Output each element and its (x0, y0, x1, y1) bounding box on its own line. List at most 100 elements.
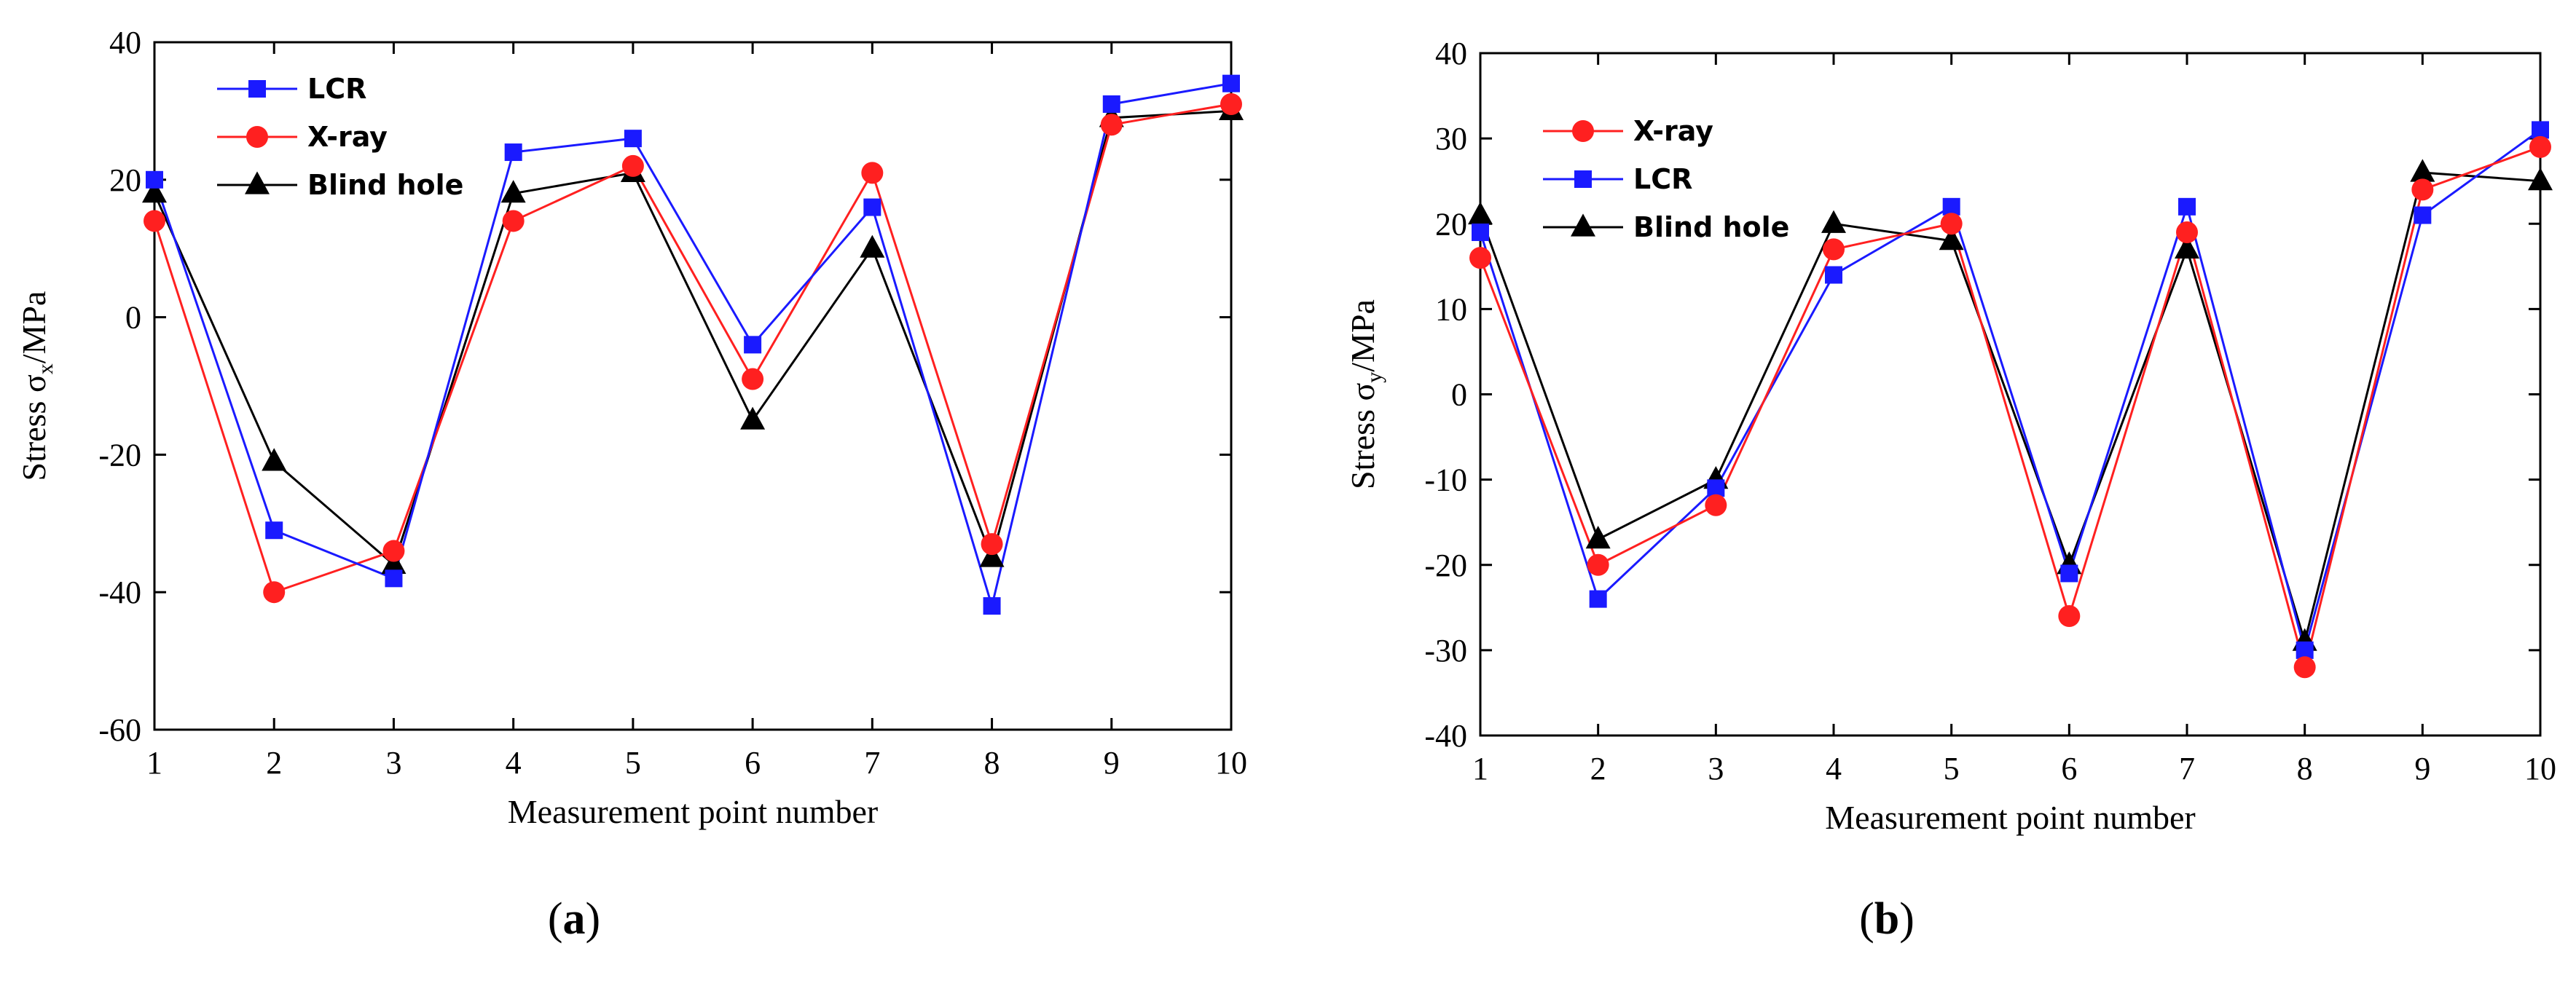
legend-label-blind-hole: Blind hole (1633, 211, 1789, 243)
series-line-lcr (153, 82, 1232, 610)
data-point-blind-hole (500, 180, 526, 203)
x-tick-label: 10 (1215, 745, 1247, 781)
y-tick-label: -30 (1424, 633, 1467, 668)
legend-label-lcr: LCR (1633, 163, 1692, 195)
x-tick-label: 1 (1472, 751, 1488, 786)
series-line-x-ray (1479, 146, 2541, 672)
y-axis-label-subscript: x (34, 363, 58, 374)
data-point-x-ray (502, 210, 525, 232)
y-tick-label: -40 (1424, 718, 1467, 754)
data-point-x-ray (2411, 178, 2434, 201)
panel-label-open: ( (1859, 894, 1874, 944)
data-point-x-ray (382, 540, 405, 562)
legend-label-blind-hole: Blind hole (307, 169, 463, 201)
data-point-lcr (2532, 121, 2549, 139)
data-point-lcr (624, 130, 642, 148)
legend-label-x-ray: X-ray (1633, 115, 1713, 147)
data-point-lcr (504, 143, 522, 162)
x-axis-label: Measurement point number (1825, 799, 2195, 836)
y-tick-label: -20 (98, 437, 141, 473)
data-point-lcr (2414, 206, 2432, 224)
panel-label: (b) (1859, 894, 1915, 944)
chart-panel-a: -60 -40 -20 0 20 40 1 2 3 4 5 6 7 8 9 10 Measurement poi… (15, 25, 1247, 944)
data-point-x-ray (1940, 213, 1963, 235)
y-axis-label-unit: /MPa (1344, 299, 1381, 372)
data-point-blind-hole (860, 234, 885, 258)
y-axis-label-unit: /MPa (15, 291, 52, 364)
x-tick-label: 6 (2061, 751, 2077, 786)
panel-label-open: ( (548, 894, 563, 944)
data-point-x-ray (621, 154, 644, 177)
legend-marker-x-ray (1572, 120, 1594, 142)
data-point-x-ray (2529, 135, 2551, 158)
data-point-lcr (146, 170, 163, 189)
data-point-lcr (863, 198, 881, 216)
data-point-blind-hole (2410, 159, 2435, 182)
data-point-lcr (1102, 95, 1120, 113)
panel-label-close: ) (1899, 894, 1915, 944)
y-axis-label-main: Stress σ (1344, 383, 1381, 489)
x-tick-label: 7 (864, 745, 880, 781)
data-point-blind-hole (2528, 167, 2553, 191)
data-point-blind-hole (740, 406, 766, 430)
data-point-lcr (1222, 74, 1240, 92)
data-point-blind-hole (262, 448, 287, 471)
data-point-x-ray (144, 210, 165, 232)
data-point-x-ray (861, 162, 884, 184)
data-point-lcr (1707, 479, 1725, 497)
y-axis-label: Stress σx/MPa (15, 291, 58, 481)
data-point-lcr (1942, 197, 1960, 216)
data-point-x-ray (2293, 656, 2316, 679)
y-tick-label: -10 (1424, 462, 1467, 498)
data-point-lcr (983, 597, 1001, 615)
data-point-x-ray (1220, 92, 1242, 115)
data-point-lcr (1825, 266, 1842, 284)
x-tick-label: 4 (506, 745, 522, 781)
x-tick-label: 5 (625, 745, 641, 781)
legend-marker-x-ray (246, 126, 268, 148)
panel-label-letter: b (1874, 894, 1899, 944)
x-tick-label: 5 (1944, 751, 1960, 786)
x-tick-label: 9 (1104, 745, 1120, 781)
data-point-x-ray (1587, 553, 1609, 576)
x-tick-label: 10 (2524, 751, 2556, 786)
data-point-blind-hole (1939, 227, 1964, 251)
y-tick-label: 10 (1435, 291, 1467, 327)
series-line-blind-hole (1479, 171, 2541, 646)
x-tick-label: 2 (266, 745, 282, 781)
data-point-x-ray (981, 533, 1003, 556)
y-tick-label: 20 (109, 162, 141, 198)
y-tick-label: 30 (1435, 121, 1467, 157)
data-point-blind-hole (381, 551, 407, 575)
panel-label-letter: a (563, 894, 586, 944)
data-point-lcr (744, 336, 762, 354)
data-point-x-ray (1100, 114, 1123, 136)
plot-frame (1479, 52, 2542, 737)
legend-label-x-ray: X-ray (307, 121, 388, 153)
panel-label-close: ) (586, 894, 601, 944)
y-tick-label: -40 (98, 575, 141, 610)
data-point-x-ray (1823, 238, 1845, 261)
legend-label-lcr: LCR (307, 73, 366, 105)
data-point-lcr (1472, 223, 1489, 241)
y-axis-label-subscript: y (1362, 372, 1386, 383)
data-point-blind-hole (1468, 201, 1493, 225)
series-line-x-ray (153, 103, 1232, 594)
x-tick-label: 1 (146, 745, 162, 781)
legend-marker-lcr (248, 80, 266, 98)
legend-marker-blind-hole (1571, 213, 1595, 237)
data-point-lcr (2060, 564, 2078, 583)
y-tick-label: 40 (1435, 36, 1467, 71)
y-tick-label: 20 (1435, 206, 1467, 242)
x-tick-label: 8 (2297, 751, 2313, 786)
data-point-lcr (2296, 641, 2314, 659)
chart-panel-b: -40 -30 -20 -10 0 10 20 30 40 1 2 3 4 5 6 7 8 9 10 Measurem… (1344, 36, 2556, 944)
x-tick-label: 3 (1708, 751, 1724, 786)
data-point-x-ray (1705, 494, 1727, 516)
y-tick-label: 40 (109, 25, 141, 60)
x-tick-label: 7 (2179, 751, 2195, 786)
data-point-x-ray (2058, 605, 2081, 628)
y-tick-label: -60 (98, 712, 141, 748)
legend-marker-lcr (1574, 170, 1592, 188)
